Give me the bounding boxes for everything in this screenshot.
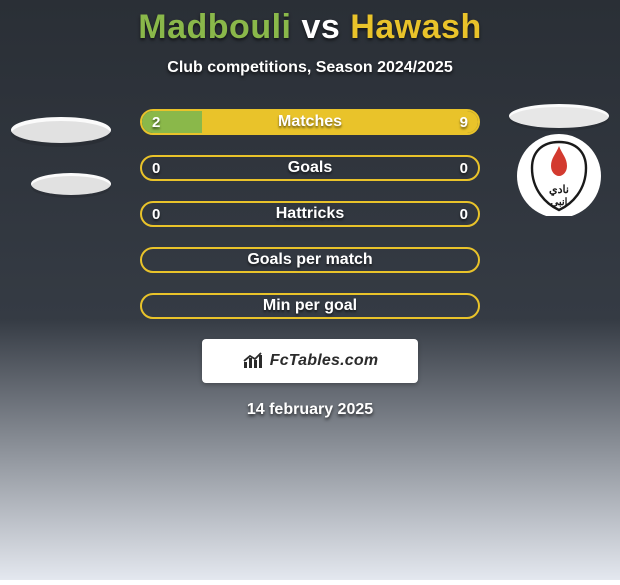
svg-text:نادي: نادي: [549, 184, 569, 197]
bar-fill-right: [202, 111, 478, 133]
bar-track: [140, 293, 480, 319]
date-label: 14 february 2025: [0, 401, 620, 419]
bar-value-right: 0: [448, 201, 480, 227]
bar-value-left: 0: [140, 155, 172, 181]
watermark-chart-icon: [242, 352, 264, 370]
team-a-logo: [6, 96, 116, 206]
bar-value-left: 2: [140, 109, 172, 135]
watermark: FcTables.com: [202, 339, 418, 383]
comparison-row: Goals00: [140, 155, 480, 181]
bar-track: [140, 109, 480, 135]
subtitle: Club competitions, Season 2024/2025: [0, 59, 620, 77]
title-player-a: Madbouli: [138, 8, 291, 46]
bar-track: [140, 247, 480, 273]
bar-value-right: 0: [448, 155, 480, 181]
team-b-logo: نادي انبي: [504, 96, 614, 206]
bar-track: [140, 201, 480, 227]
bar-value-right: 9: [448, 109, 480, 135]
comparison-row: Hattricks00: [140, 201, 480, 227]
bar-value-left: 0: [140, 201, 172, 227]
svg-text:انبي: انبي: [551, 197, 568, 208]
page-title: Madbouli vs Hawash: [0, 0, 620, 47]
comparison-row: Matches29: [140, 109, 480, 135]
watermark-text: FcTables.com: [270, 352, 379, 370]
title-player-b: Hawash: [350, 8, 482, 46]
comparison-row: Goals per match: [140, 247, 480, 273]
bar-track: [140, 155, 480, 181]
infographic-card: Madbouli vs Hawash Club competitions, Se…: [0, 0, 620, 580]
title-vs: vs: [301, 8, 340, 46]
comparison-row: Min per goal: [140, 293, 480, 319]
